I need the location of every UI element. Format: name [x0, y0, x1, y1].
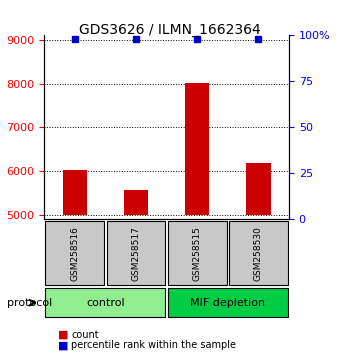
- FancyBboxPatch shape: [46, 288, 165, 317]
- FancyBboxPatch shape: [168, 288, 288, 317]
- Text: GSM258517: GSM258517: [132, 225, 140, 281]
- Bar: [185, 83, 209, 215]
- FancyBboxPatch shape: [229, 221, 288, 285]
- Text: count: count: [71, 330, 99, 339]
- FancyBboxPatch shape: [46, 221, 104, 285]
- Text: GSM258530: GSM258530: [254, 225, 263, 281]
- Text: control: control: [86, 298, 125, 308]
- Text: percentile rank within the sample: percentile rank within the sample: [71, 340, 236, 350]
- FancyBboxPatch shape: [168, 221, 226, 285]
- Text: protocol: protocol: [7, 298, 52, 308]
- Text: GSM258516: GSM258516: [70, 225, 79, 281]
- Text: ■: ■: [58, 340, 68, 350]
- FancyBboxPatch shape: [107, 221, 165, 285]
- Text: ■: ■: [58, 330, 68, 339]
- Text: GSM258515: GSM258515: [193, 225, 202, 281]
- Bar: [246, 162, 271, 215]
- Bar: [63, 170, 87, 215]
- Bar: [124, 190, 148, 215]
- Text: GDS3626 / ILMN_1662364: GDS3626 / ILMN_1662364: [79, 23, 261, 37]
- Text: MIF depletion: MIF depletion: [190, 298, 265, 308]
